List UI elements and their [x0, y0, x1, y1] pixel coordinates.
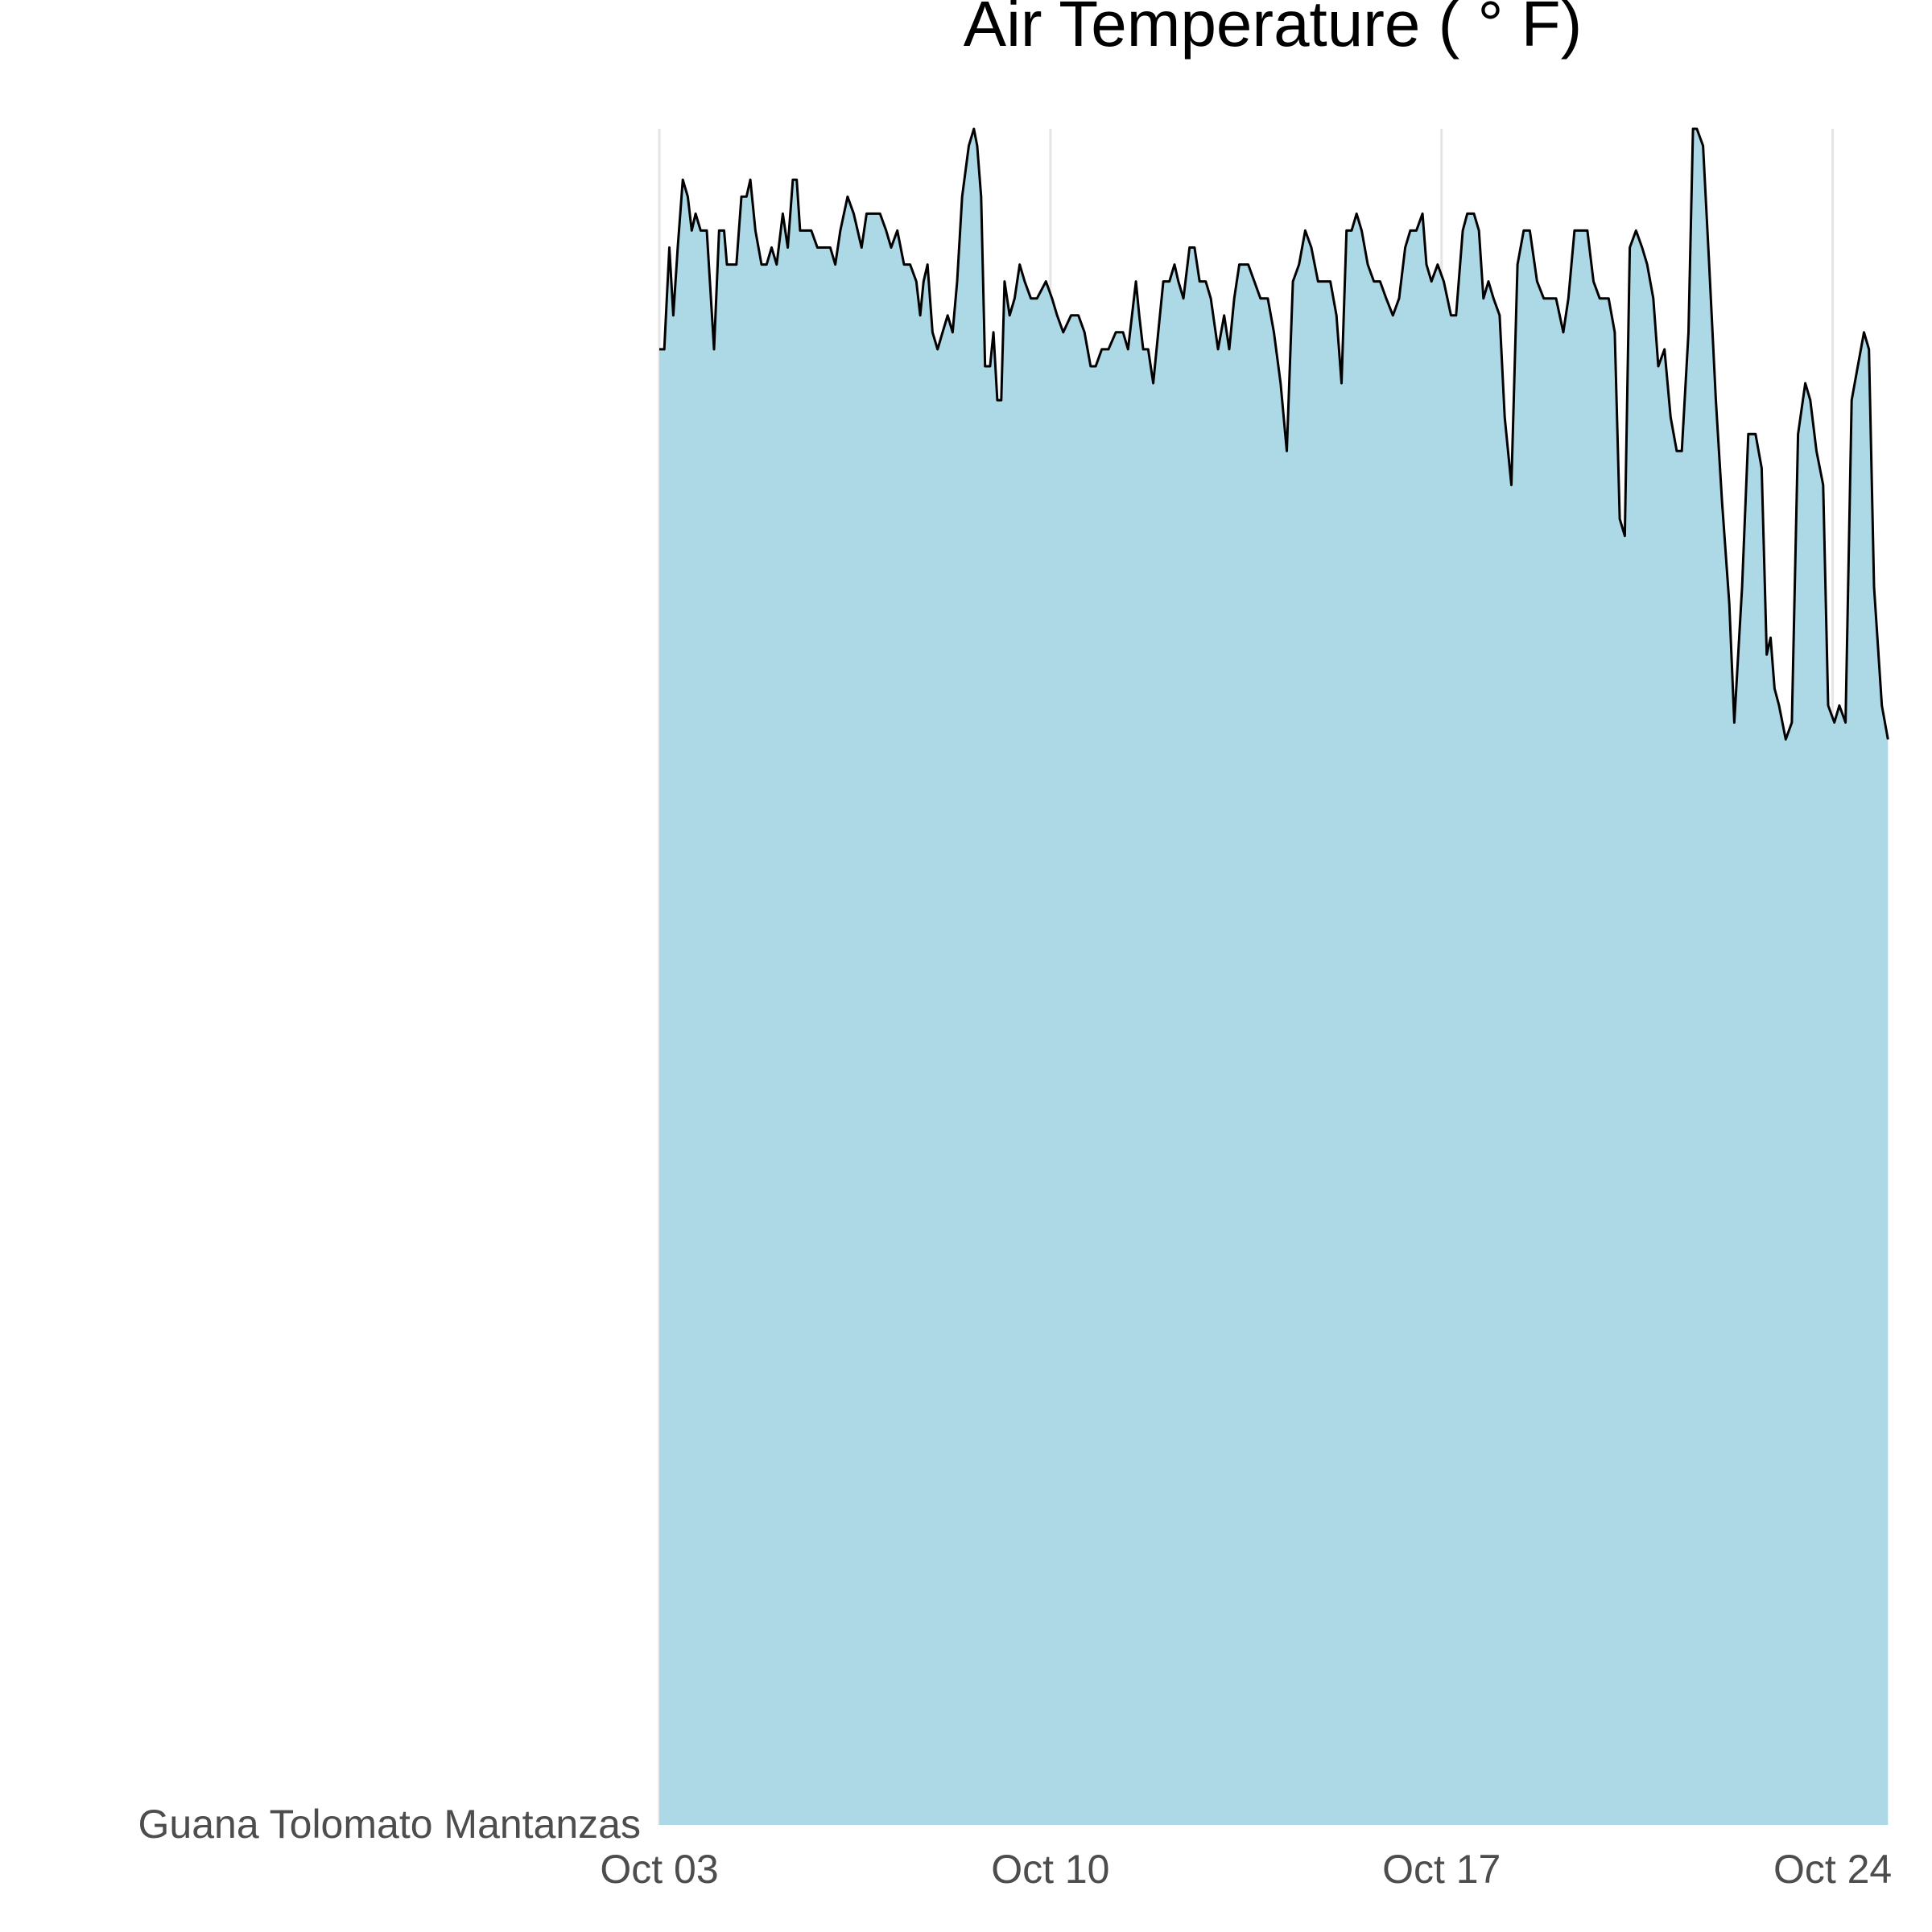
x-tick-label: Oct 17 [1382, 1847, 1501, 1892]
area-fill [659, 129, 1889, 1825]
y-category-label: Guana Tolomato Mantanzas [138, 1802, 641, 1847]
x-tick-label: Oct 10 [991, 1847, 1109, 1892]
x-tick-label: Oct 03 [600, 1847, 718, 1892]
x-tick-label: Oct 24 [1773, 1847, 1892, 1892]
chart-title: Air Temperature ( ° F) [964, 0, 1582, 60]
area-line [659, 127, 1889, 741]
